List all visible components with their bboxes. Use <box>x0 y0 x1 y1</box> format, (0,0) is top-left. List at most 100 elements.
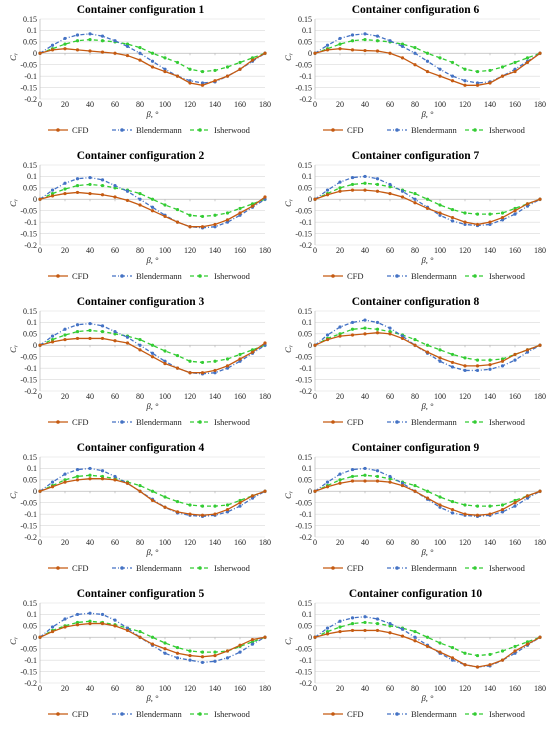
x-tick-label: 140 <box>484 392 496 401</box>
data-point-cfd <box>113 478 117 482</box>
y-axis-label: Cᵧ <box>8 345 18 353</box>
data-point-isherwood <box>463 67 467 71</box>
data-point-blendermann <box>75 467 80 472</box>
data-point-cfd <box>525 348 530 352</box>
x-tick-label: 180 <box>259 392 271 401</box>
data-point-cfd <box>213 222 217 227</box>
data-point-cfd <box>363 48 367 53</box>
series-line-blendermann <box>314 175 541 227</box>
data-point-isherwood <box>188 503 192 507</box>
data-point-cfd <box>525 202 530 206</box>
data-point-isherwood <box>200 214 205 219</box>
data-point-isherwood <box>75 474 80 479</box>
x-axis-label: β, ° <box>146 401 159 411</box>
y-tick-label: -0.05 <box>20 645 37 654</box>
y-tick-label: 0.05 <box>298 38 312 47</box>
legend-marker-blendermann <box>395 274 399 278</box>
y-tick-label: 0.1 <box>27 318 37 327</box>
legend-label: Isherwood <box>489 417 526 427</box>
y-tick-label: 0.1 <box>302 172 312 181</box>
data-point-cfd <box>88 49 92 53</box>
data-point-isherwood <box>488 652 492 657</box>
data-point-isherwood <box>463 503 467 507</box>
data-point-blendermann <box>188 658 192 662</box>
data-point-blendermann <box>388 39 392 43</box>
data-point-cfd <box>425 350 430 354</box>
data-point-blendermann <box>225 510 230 514</box>
data-point-blendermann <box>363 32 367 36</box>
data-point-isherwood <box>238 352 242 357</box>
data-point-cfd <box>88 477 92 481</box>
data-point-blendermann <box>363 318 367 322</box>
y-tick-label: -0.2 <box>299 679 312 688</box>
y-tick-label: -0.1 <box>24 364 37 373</box>
legend-label: Blendermann <box>136 125 183 135</box>
legend-marker-blendermann <box>395 712 399 716</box>
data-point-isherwood <box>463 356 467 360</box>
x-tick-label: 160 <box>509 392 521 401</box>
x-tick-label: 60 <box>386 392 394 401</box>
data-point-cfd <box>438 503 442 507</box>
data-point-cfd <box>138 58 142 62</box>
legend-label: Blendermann <box>136 563 183 573</box>
data-point-isherwood <box>363 620 367 625</box>
chart-panel: Container configuration 6 0.15 0.1 0.05 0 -0.… <box>275 1 550 147</box>
data-point-blendermann <box>250 496 255 500</box>
data-point-cfd <box>463 83 467 87</box>
data-point-cfd <box>113 51 117 55</box>
data-point-isherwood <box>513 60 517 65</box>
data-point-cfd <box>100 50 105 54</box>
y-tick-label: -0.15 <box>20 83 37 92</box>
line-chart: Container configuration 10.150.10.050-0.… <box>8 4 271 135</box>
x-tick-label: 100 <box>159 538 171 547</box>
legend-marker-isherwood <box>198 128 202 132</box>
data-point-blendermann <box>50 188 55 192</box>
data-point-isherwood <box>250 202 255 206</box>
data-point-blendermann <box>400 44 405 49</box>
x-tick-label: 180 <box>534 392 546 401</box>
data-point-isherwood <box>413 45 417 50</box>
data-point-blendermann <box>213 659 217 663</box>
chart-title: Container configuration 6 <box>352 4 480 16</box>
data-point-blendermann <box>325 333 330 337</box>
data-point-isherwood <box>475 69 480 74</box>
y-tick-label: -0.2 <box>299 95 312 104</box>
data-point-cfd <box>150 498 155 503</box>
data-point-cfd <box>200 655 205 659</box>
data-point-cfd <box>100 477 105 481</box>
data-point-isherwood <box>225 357 230 361</box>
data-point-blendermann <box>400 189 405 193</box>
chart-panel: Container configuration 2 0.15 0.1 0.05 0 -0.… <box>0 147 275 293</box>
y-tick-label: -0.05 <box>20 499 37 508</box>
data-point-cfd <box>313 635 317 639</box>
data-point-cfd <box>125 53 130 58</box>
data-point-isherwood <box>75 183 80 188</box>
x-tick-label: 20 <box>61 392 69 401</box>
data-point-blendermann <box>63 472 67 476</box>
x-tick-label: 160 <box>234 100 246 109</box>
x-tick-label: 60 <box>111 100 119 109</box>
data-point-isherwood <box>238 498 242 503</box>
data-point-blendermann <box>113 618 117 622</box>
chart-title: Container configuration 9 <box>352 442 480 454</box>
x-tick-label: 80 <box>411 100 419 109</box>
data-point-blendermann <box>388 182 392 187</box>
data-point-cfd <box>350 48 355 52</box>
data-point-cfd <box>338 629 342 634</box>
legend-label: Blendermann <box>136 709 183 719</box>
line-chart: Container configuration 30.150.10.050-0.… <box>8 296 271 427</box>
legend-marker-isherwood <box>473 274 477 278</box>
x-tick-label: 20 <box>61 246 69 255</box>
data-point-isherwood <box>388 624 392 628</box>
data-point-isherwood <box>488 212 492 216</box>
data-point-cfd <box>350 628 355 633</box>
data-point-cfd <box>425 644 430 649</box>
data-point-isherwood <box>475 653 480 658</box>
data-point-isherwood <box>388 329 392 334</box>
data-point-cfd <box>388 51 392 55</box>
data-point-isherwood <box>63 478 67 482</box>
data-point-cfd <box>450 215 455 220</box>
data-point-cfd <box>200 513 205 517</box>
data-point-isherwood <box>375 621 380 626</box>
legend-label: Blendermann <box>411 417 458 427</box>
